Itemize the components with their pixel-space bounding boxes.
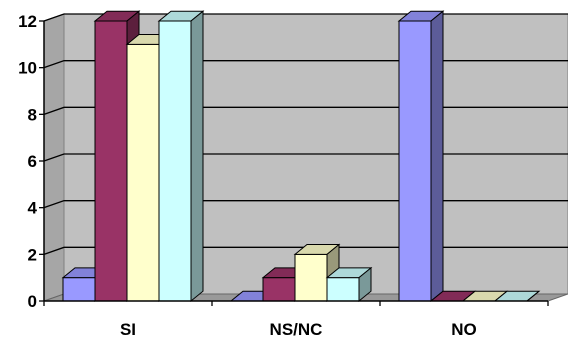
y-tick-label: 4 [28,199,38,218]
bar-front [294,253,328,302]
axes [39,20,549,306]
bar-side [526,290,540,302]
bar [325,266,373,303]
y-tick-label: 8 [28,105,37,124]
bar-side [190,10,204,303]
bars [61,10,541,303]
gridline [43,13,568,22]
bar [157,10,205,303]
y-tick-label: 10 [18,59,37,78]
bar-front [126,43,160,302]
bar-side [430,10,444,303]
bar-front [94,20,128,302]
x-category-label: SI [120,320,136,338]
y-tick-label: 6 [28,152,37,171]
bar-front [262,277,296,302]
y-tick-label: 12 [18,12,37,31]
bar-front [158,20,192,302]
bar-front [398,20,432,302]
bar [493,290,541,302]
bar-front [326,277,360,302]
bar-front [62,277,96,302]
x-category-label: NO [451,320,477,338]
axis-labels: 0 2 4 6 8 10 12 SI NS/NC NO [18,12,477,338]
y-tick-label: 0 [28,292,37,311]
bar [397,10,445,303]
bar-side [358,266,372,303]
y-tick-label: 2 [28,245,37,264]
x-category-label: NS/NC [270,320,323,338]
